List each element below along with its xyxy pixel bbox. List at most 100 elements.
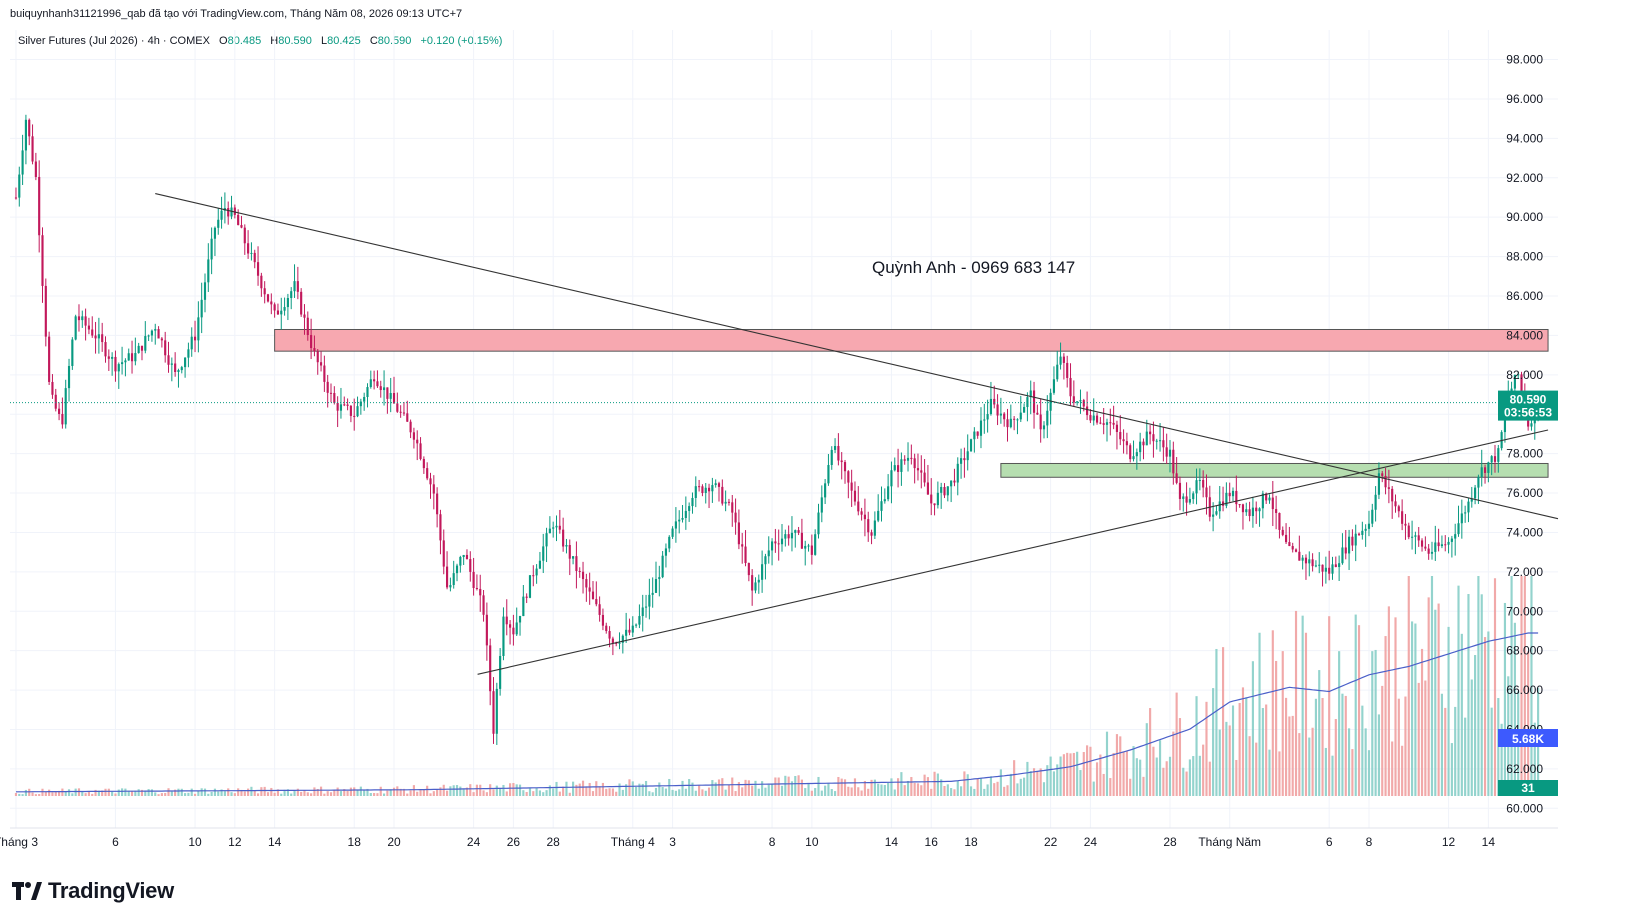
- volume-bar: [436, 789, 439, 796]
- volume-bar: [77, 788, 81, 796]
- volume-bar: [734, 791, 737, 796]
- volume-bar: [1311, 727, 1314, 796]
- candle-body: [91, 329, 94, 336]
- candle-body: [545, 533, 548, 547]
- candle-body: [727, 501, 731, 503]
- volume-bar: [996, 781, 999, 796]
- volume-bar: [1460, 633, 1463, 796]
- volume-bar: [1427, 597, 1430, 796]
- volume-bar: [174, 789, 177, 796]
- candle-body: [996, 404, 999, 416]
- candle-body: [1165, 447, 1168, 457]
- volume-bar: [950, 788, 953, 796]
- candle-body: [197, 317, 200, 341]
- candle-body: [518, 616, 522, 623]
- candle-body: [154, 329, 157, 331]
- candle-body: [906, 457, 910, 461]
- candle-body: [1294, 549, 1298, 552]
- volume-bar: [867, 788, 870, 796]
- candle-body: [664, 548, 668, 556]
- candle-body: [81, 316, 84, 321]
- candle-body: [824, 483, 827, 498]
- volume-bar: [1241, 687, 1245, 796]
- candle-body: [419, 443, 422, 459]
- volume-ma-line: [16, 632, 1539, 793]
- volume-bar: [837, 776, 840, 796]
- candle-body: [1447, 541, 1450, 545]
- candle-body: [1354, 533, 1357, 546]
- volume-bar: [1430, 576, 1434, 796]
- volume-bar: [1003, 786, 1006, 796]
- candle-body: [310, 335, 313, 349]
- candle-body: [674, 521, 677, 529]
- candle-body: [1066, 362, 1069, 378]
- change-value: +0.120 (+0.15%): [420, 35, 503, 47]
- volume-bar: [67, 789, 71, 796]
- candle-body: [1450, 538, 1453, 542]
- volume-bar: [41, 788, 44, 796]
- candle-body: [439, 514, 442, 541]
- candle-body: [1401, 511, 1404, 524]
- volume-bar: [180, 788, 183, 796]
- candle-body: [489, 645, 492, 692]
- volume-bar: [691, 782, 694, 796]
- volume-bar: [81, 791, 84, 796]
- volume-bar: [933, 771, 936, 796]
- volume-bar: [827, 783, 830, 796]
- volume-bar: [1450, 743, 1453, 796]
- candle-body: [1042, 425, 1046, 430]
- volume-bar: [555, 781, 558, 796]
- candle-body: [983, 419, 986, 421]
- candle-body: [989, 398, 993, 415]
- volume-bar: [1032, 768, 1036, 796]
- volume-bar: [203, 788, 207, 796]
- volume-bar: [1281, 651, 1284, 796]
- candle-body: [349, 405, 352, 416]
- candle-body: [1314, 565, 1317, 567]
- volume-bar: [104, 788, 107, 796]
- volume-bar: [469, 784, 472, 796]
- candle-body: [817, 512, 820, 535]
- candle-body: [492, 691, 495, 734]
- volume-bar: [296, 788, 299, 796]
- candle-body: [661, 555, 664, 578]
- candle-body: [870, 532, 873, 536]
- volume-bar: [1198, 755, 1201, 796]
- volume-bar: [363, 789, 366, 796]
- candle-body: [382, 387, 386, 391]
- volume-bar: [1102, 773, 1105, 796]
- volume-bar: [575, 784, 578, 796]
- volume-bar: [1112, 752, 1115, 796]
- volume-bar: [256, 793, 260, 796]
- volume-bar: [717, 779, 721, 796]
- candle-body: [379, 386, 382, 391]
- volume-bar: [366, 788, 369, 796]
- candle-body: [581, 571, 585, 580]
- trendline-descending: [155, 193, 1559, 520]
- volume-bar: [1062, 754, 1065, 796]
- volume-bar: [1348, 728, 1351, 796]
- volume-bar: [651, 792, 654, 796]
- candle-body: [827, 465, 830, 484]
- candle-body: [1503, 411, 1507, 433]
- volume-bar: [731, 777, 734, 796]
- candle-body: [1318, 564, 1321, 566]
- tradingview-logo[interactable]: TradingView: [12, 878, 174, 904]
- candlesticks: [14, 114, 1540, 745]
- candle-body: [210, 238, 213, 260]
- candle-body: [1082, 400, 1085, 407]
- time-axis: Tháng 3 6 10 12 14 18 20 24 26 28 Tháng 4 3 8 10 14 16 1…: [0, 827, 1558, 849]
- x-tick-label: 12: [228, 835, 242, 849]
- candle-body: [896, 465, 900, 472]
- candle-body: [668, 536, 671, 549]
- volume-bar: [1344, 695, 1347, 796]
- x-tick-label: 24: [467, 835, 481, 849]
- volume-bar: [509, 783, 512, 796]
- volume-bar: [1238, 702, 1241, 796]
- volume-bar: [1367, 750, 1371, 796]
- candle-body: [1311, 559, 1314, 567]
- candle-body: [1198, 479, 1201, 481]
- candle-body: [475, 587, 478, 589]
- candle-body: [74, 316, 77, 340]
